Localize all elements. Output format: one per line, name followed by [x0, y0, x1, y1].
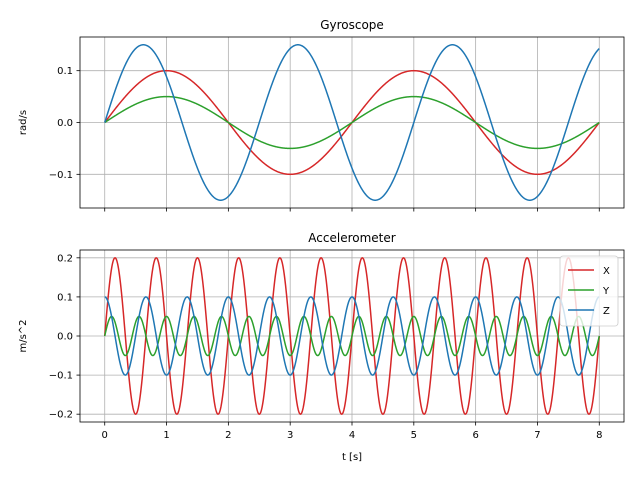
accelerometer-xtick-label-7: 7	[534, 430, 540, 441]
accelerometer-xlabel: t [s]	[342, 452, 362, 463]
accelerometer-ytick-label-0: −0.2	[49, 410, 73, 421]
accelerometer-legend-label-z: Z	[603, 306, 610, 317]
accelerometer-series-z-line	[104, 296, 600, 376]
accelerometer-ytick-label-4: 0.2	[57, 253, 73, 264]
gyroscope-series-z-line	[104, 44, 600, 201]
accelerometer-ytick-label-1: −0.1	[49, 371, 73, 382]
accelerometer-xtick-label-2: 2	[225, 430, 231, 441]
accelerometer-ytick-label-3: 0.1	[57, 292, 73, 303]
accelerometer-xtick-label-4: 4	[349, 430, 355, 441]
gyroscope-ytick-label-2: 0.1	[57, 66, 73, 77]
accelerometer-xtick-label-1: 1	[163, 430, 169, 441]
accelerometer-title: Accelerometer	[308, 231, 395, 245]
accelerometer-ylabel: m/s^2	[18, 319, 29, 352]
accelerometer-ytick-label-2: 0.0	[57, 332, 73, 343]
gyroscope-ytick-label-0: −0.1	[49, 170, 73, 181]
gyroscope-ytick-label-1: 0.0	[57, 118, 73, 129]
accelerometer-legend: XYZ	[559, 255, 619, 327]
accelerometer-xtick-label-5: 5	[411, 430, 417, 441]
accelerometer-legend-box	[559, 255, 619, 327]
gyroscope-series-y-line	[104, 95, 600, 150]
accelerometer-series-group	[103, 257, 601, 415]
accelerometer-panel: 0 1 2 3 4 5 6 7 8 −0.2 −0.1 0.0 0.1 0.2 Accelerometer m…	[18, 231, 625, 463]
gyroscope-ylabel: rad/s	[18, 110, 29, 135]
accelerometer-xtick-label-6: 6	[472, 430, 478, 441]
accelerometer-series-y-line	[103, 315, 601, 357]
accelerometer-xtick-label-8: 8	[596, 430, 602, 441]
accelerometer-xtick-label-0: 0	[102, 430, 108, 441]
gyroscope-series-group	[104, 44, 600, 201]
gyroscope-panel: −0.1 0.0 0.1 Gyroscope rad/s	[18, 18, 625, 212]
accelerometer-xtick-label-3: 3	[287, 430, 293, 441]
gyroscope-title: Gyroscope	[320, 18, 384, 32]
accelerometer-legend-label-y: Y	[602, 286, 610, 297]
accelerometer-legend-label-x: X	[603, 266, 610, 277]
